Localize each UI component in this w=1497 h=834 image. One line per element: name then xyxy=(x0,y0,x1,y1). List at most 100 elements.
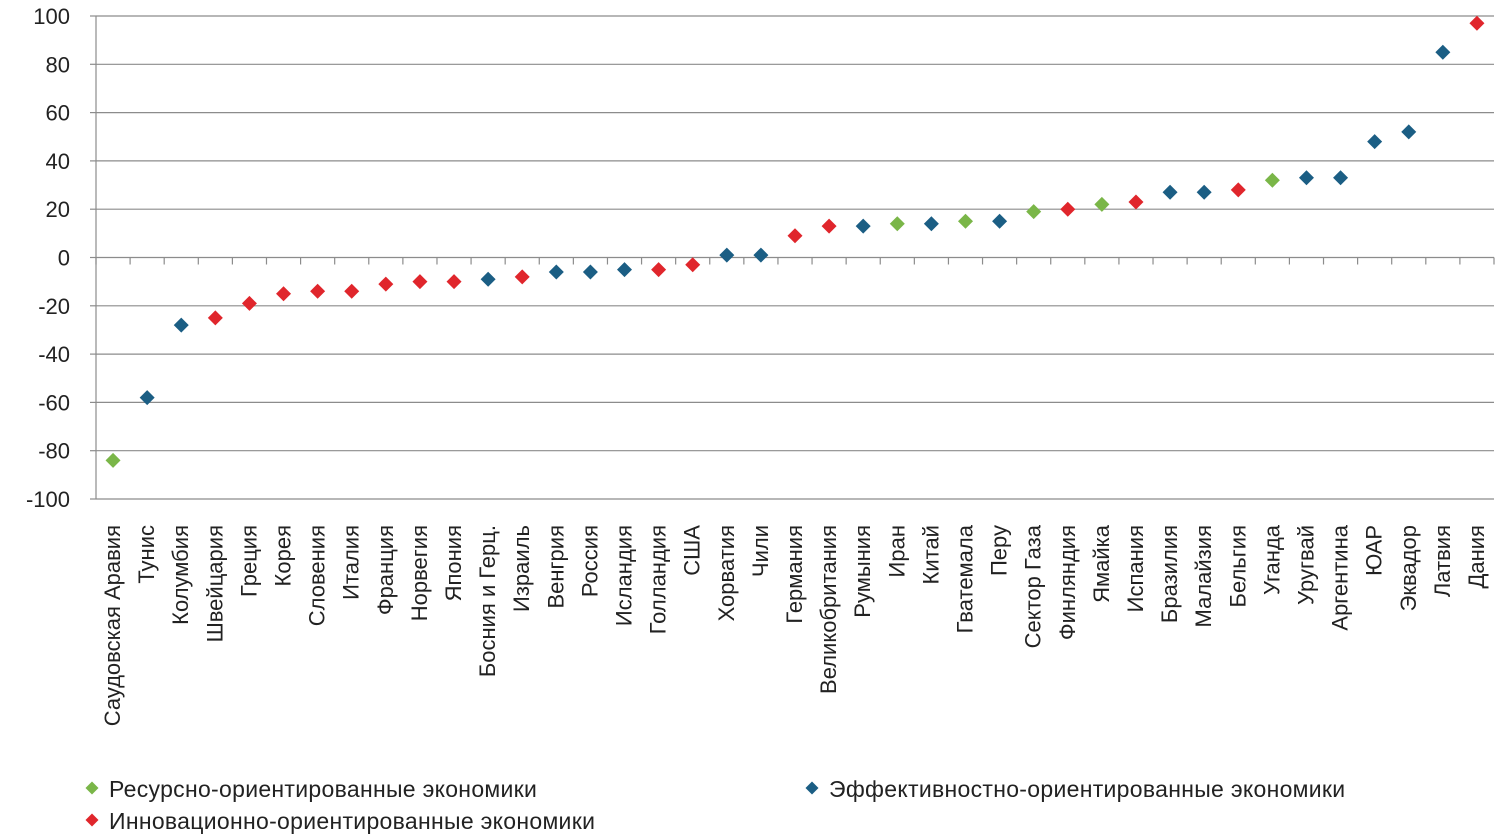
data-point xyxy=(1333,170,1349,186)
data-point xyxy=(1435,44,1451,60)
data-point xyxy=(787,228,803,244)
y-tick-label: 60 xyxy=(46,101,70,126)
data-point xyxy=(1196,184,1212,200)
data-point xyxy=(582,264,598,280)
y-tick-label: -20 xyxy=(38,294,70,319)
data-point xyxy=(1264,172,1280,188)
data-point xyxy=(753,247,769,263)
data-point xyxy=(480,271,496,287)
x-category-label: Япония xyxy=(441,525,466,601)
data-point xyxy=(378,276,394,292)
x-category-label: Испания xyxy=(1123,525,1148,612)
x-category-label: Венгрия xyxy=(543,525,568,609)
x-category-label: Китай xyxy=(918,525,943,584)
legend-marker xyxy=(805,781,819,795)
data-point xyxy=(957,213,973,229)
legend-entry: Ресурсно-ориентированные экономики xyxy=(109,776,537,802)
y-tick-label: 80 xyxy=(46,52,70,77)
data-point xyxy=(992,213,1008,229)
data-point xyxy=(514,269,530,285)
data-points xyxy=(105,15,1485,468)
legend-entry: Эффективностно-ориентированные экономики xyxy=(829,776,1345,802)
data-point xyxy=(685,257,701,273)
x-category-label: Уганда xyxy=(1259,524,1284,595)
x-category-label: Чили xyxy=(748,525,773,577)
data-point xyxy=(1367,134,1383,150)
data-point xyxy=(548,264,564,280)
x-category-label: Колумбия xyxy=(168,525,193,625)
data-point xyxy=(1162,184,1178,200)
data-point xyxy=(446,274,462,290)
data-point xyxy=(105,452,121,468)
x-category-label: Бразилия xyxy=(1157,525,1182,623)
data-point xyxy=(651,262,667,278)
x-category-label: Малайзия xyxy=(1191,525,1216,627)
x-category-label: Гватемала xyxy=(952,524,977,633)
data-point xyxy=(617,262,633,278)
y-tick-label: 100 xyxy=(33,4,70,29)
y-tick-label: -60 xyxy=(38,390,70,415)
x-category-label: Финляндия xyxy=(1055,525,1080,640)
x-category-label: Дания xyxy=(1464,525,1489,589)
x-category-label: Румыния xyxy=(850,525,875,618)
x-category-label: Израиль xyxy=(509,525,534,612)
grid-lines xyxy=(96,15,1494,500)
x-category-label: Саудовская Аравия xyxy=(100,525,125,726)
x-category-label: Корея xyxy=(271,525,296,586)
x-category-label: Германия xyxy=(782,525,807,624)
data-point xyxy=(1230,182,1246,198)
data-point xyxy=(821,218,837,234)
data-point xyxy=(173,317,189,333)
y-tick-label: -100 xyxy=(26,487,70,512)
x-category-label: Тунис xyxy=(134,525,159,584)
x-category-label: Бельгия xyxy=(1225,525,1250,607)
data-point xyxy=(310,283,326,299)
data-point xyxy=(412,274,428,290)
x-category-label: Словения xyxy=(305,525,330,626)
data-point xyxy=(139,390,155,406)
x-category-label: Франция xyxy=(373,525,398,615)
x-category-label: Латвия xyxy=(1430,525,1455,597)
x-category-label: Иран xyxy=(884,525,909,577)
x-category-label: Исландия xyxy=(612,525,637,626)
data-point xyxy=(241,295,257,311)
data-point xyxy=(1401,124,1417,140)
x-category-label: Великобритания xyxy=(816,525,841,694)
y-tick-label: -40 xyxy=(38,342,70,367)
x-category-label: ЮАР xyxy=(1362,525,1387,576)
x-category-label: Эквадор xyxy=(1396,525,1421,611)
data-point xyxy=(1094,196,1110,212)
data-point xyxy=(1026,204,1042,220)
data-point xyxy=(276,286,292,302)
x-category-label: Босния и Герц. xyxy=(475,525,500,677)
x-category-label: Норвегия xyxy=(407,525,432,621)
x-category-label: Швейцария xyxy=(202,525,227,642)
y-tick-label: -80 xyxy=(38,439,70,464)
x-category-label: Греция xyxy=(236,525,261,597)
x-category-label: Голландия xyxy=(646,525,671,634)
legend-entry: Инновационно-ориентированные экономики xyxy=(109,808,595,834)
y-tick-label: 20 xyxy=(46,197,70,222)
x-category-label: США xyxy=(680,525,705,576)
legend-marker xyxy=(85,781,99,795)
legend-marker xyxy=(85,813,99,827)
y-tick-label: 40 xyxy=(46,149,70,174)
y-axis: 100 80 60 40 20 0 -20 -40 -60 -80 -100 xyxy=(26,4,97,512)
x-category-label: Уругвай xyxy=(1293,525,1318,605)
x-category-label: Аргентина xyxy=(1328,524,1353,630)
data-point xyxy=(889,216,905,232)
x-category-label: Сектор Газа xyxy=(1021,524,1046,648)
x-category-label: Хорватия xyxy=(714,525,739,621)
data-point xyxy=(344,283,360,299)
data-point xyxy=(855,218,871,234)
data-point xyxy=(719,247,735,263)
data-point xyxy=(1469,15,1485,31)
x-category-label: Ямайка xyxy=(1089,524,1114,603)
x-axis: Саудовская Аравия Тунис Колумбия Швейцария Г… xyxy=(95,257,1495,726)
data-point xyxy=(1060,201,1076,217)
data-point xyxy=(207,310,223,326)
data-point xyxy=(1298,170,1314,186)
legend: Ресурсно-ориентированные экономики Эффект… xyxy=(85,776,1345,834)
x-category-label: Перу xyxy=(987,525,1012,576)
